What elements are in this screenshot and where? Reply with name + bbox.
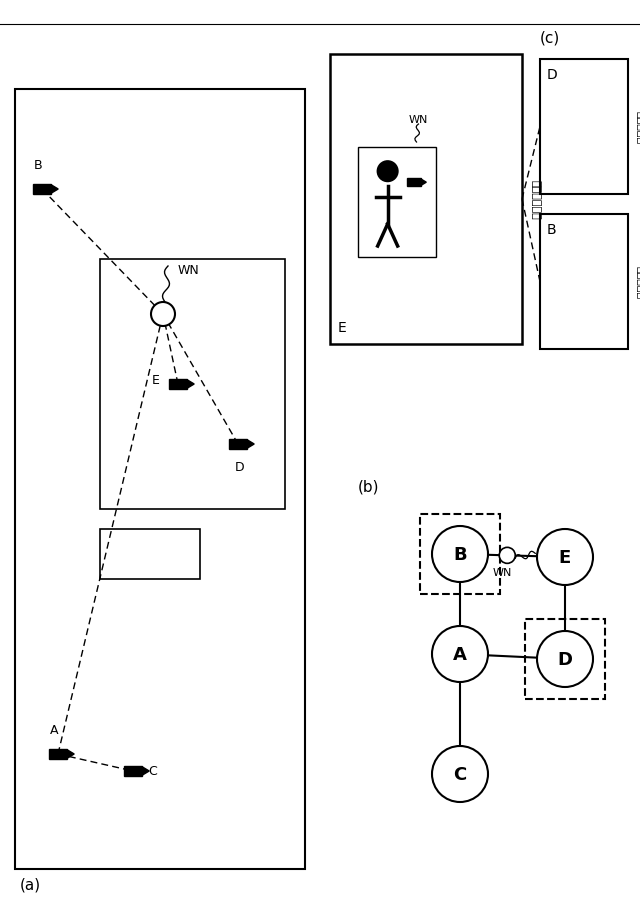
Text: (a): (a) xyxy=(20,877,41,892)
Text: D: D xyxy=(235,461,245,474)
Bar xyxy=(540,60,628,195)
Bar xyxy=(169,379,187,390)
Polygon shape xyxy=(421,179,426,186)
Text: E: E xyxy=(152,373,160,386)
Bar xyxy=(408,179,421,187)
Text: D: D xyxy=(547,68,557,82)
Text: B: B xyxy=(34,159,42,171)
Bar xyxy=(358,148,436,258)
Bar xyxy=(100,260,285,510)
Bar xyxy=(49,749,67,759)
Text: C: C xyxy=(148,765,157,778)
Polygon shape xyxy=(187,381,194,389)
Bar xyxy=(420,514,500,594)
Polygon shape xyxy=(51,186,58,194)
Circle shape xyxy=(378,162,397,182)
Text: D: D xyxy=(557,650,573,668)
Bar xyxy=(229,439,247,450)
Text: E: E xyxy=(559,548,571,566)
Polygon shape xyxy=(247,440,254,449)
Bar xyxy=(15,90,305,869)
Circle shape xyxy=(499,548,515,564)
Bar xyxy=(100,529,200,579)
Polygon shape xyxy=(67,750,74,759)
Bar xyxy=(124,766,142,777)
Text: WN: WN xyxy=(493,567,512,577)
Text: B: B xyxy=(547,223,557,236)
Text: A: A xyxy=(50,723,58,736)
Text: E: E xyxy=(338,320,347,335)
Circle shape xyxy=(151,303,175,327)
Text: C: C xyxy=(453,765,467,783)
Text: (c): (c) xyxy=(540,30,560,45)
Circle shape xyxy=(537,631,593,687)
Bar xyxy=(540,215,628,350)
Text: B: B xyxy=(453,546,467,564)
Text: サブモニタ: サブモニタ xyxy=(635,266,640,299)
Text: WN: WN xyxy=(409,115,428,124)
Text: A: A xyxy=(453,645,467,663)
Circle shape xyxy=(432,746,488,802)
Bar xyxy=(330,55,522,345)
Circle shape xyxy=(432,626,488,682)
Polygon shape xyxy=(142,767,149,776)
Bar xyxy=(33,184,51,195)
Bar xyxy=(525,620,605,699)
Text: (b): (b) xyxy=(358,480,380,494)
Circle shape xyxy=(537,529,593,585)
Text: サブモニタ: サブモニタ xyxy=(635,111,640,144)
Text: WN: WN xyxy=(178,263,200,276)
Text: メインモニタ: メインモニタ xyxy=(530,179,540,219)
Circle shape xyxy=(432,527,488,583)
